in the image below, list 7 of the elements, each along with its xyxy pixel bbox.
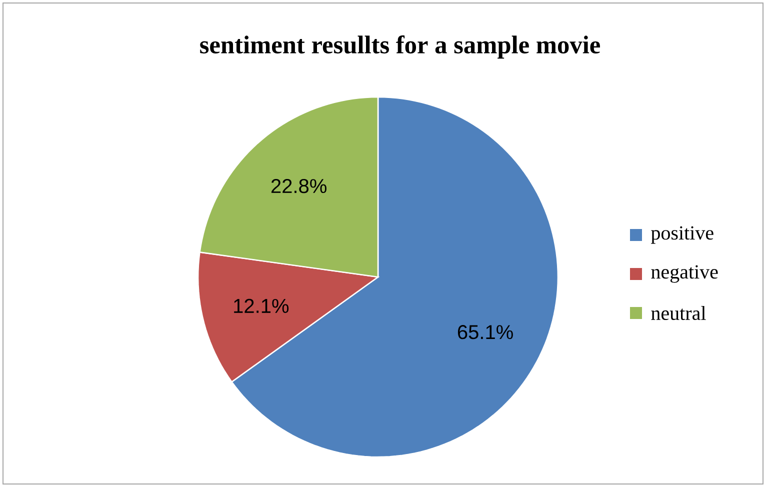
chart-title: sentiment resullts for a sample movie [200, 35, 600, 59]
data-label: 12.1% [234, 298, 289, 313]
data-label: 65.1% [458, 324, 513, 340]
legend-label: neutral [651, 306, 706, 320]
data-label: 22.8% [271, 178, 326, 194]
legend-label: positive [651, 226, 714, 244]
legend-label: negative [651, 265, 718, 283]
